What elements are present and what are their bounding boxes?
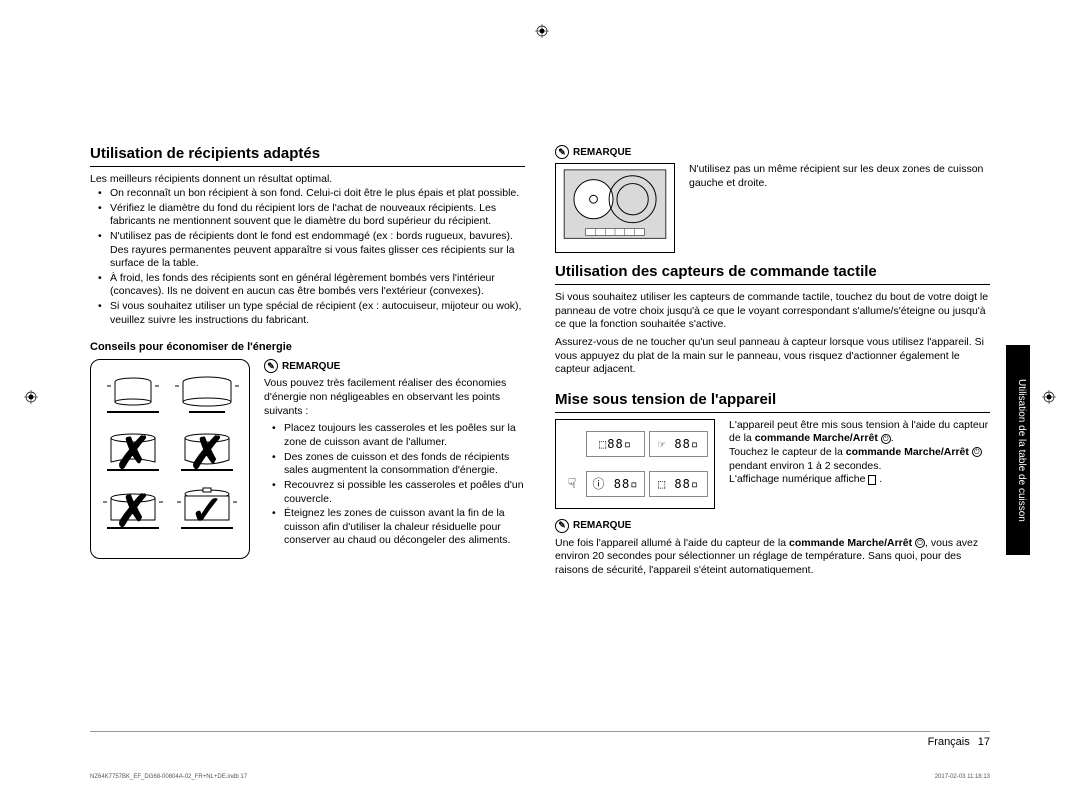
list-item: Vérifiez le diamètre du fond du récipien… bbox=[102, 202, 525, 229]
page-footer: Français 17 bbox=[90, 731, 990, 748]
text: Une fois l'appareil allumé à l'aide du c… bbox=[555, 537, 789, 549]
remarque-label: REMARQUE bbox=[282, 361, 340, 372]
remarque-label: REMARQUE bbox=[573, 520, 631, 531]
heading-touch: Utilisation des capteurs de commande tac… bbox=[555, 263, 990, 285]
x-mark: ✗ bbox=[101, 426, 165, 480]
touch-hand-icon: ☟ bbox=[562, 475, 582, 492]
pot-lid-check: ✓ bbox=[175, 484, 239, 538]
list-item: Éteignez les zones de cuisson avant la f… bbox=[276, 507, 525, 548]
x-mark: ✗ bbox=[101, 484, 165, 538]
note-intro: Vous pouvez très facilement réaliser des… bbox=[264, 377, 525, 418]
note-icon: ✎ bbox=[555, 145, 569, 159]
pot-wide bbox=[175, 368, 239, 422]
heading-recipients: Utilisation de récipients adaptés bbox=[90, 145, 525, 167]
note-icon: ✎ bbox=[264, 359, 278, 373]
subheading-energy: Conseils pour économiser de l'énergie bbox=[90, 341, 525, 353]
page-content: Utilisation de récipients adaptés Les me… bbox=[90, 145, 990, 715]
list-item: N'utilisez pas de récipients dont le fon… bbox=[102, 230, 525, 271]
list-item: On reconnaît un bon récipient à son fond… bbox=[102, 187, 525, 201]
list-item: Si vous souhaitez utiliser un type spéci… bbox=[102, 300, 525, 327]
pot-nolid-x: ✗ bbox=[101, 484, 165, 538]
power-icon: ⏻ bbox=[972, 447, 982, 457]
power-text: L'appareil peut être mis sous tension à … bbox=[729, 419, 990, 509]
remarque-label: REMARQUE bbox=[573, 147, 631, 158]
pots-diagram: ✗ ✗ ✗ ✓ bbox=[90, 359, 250, 559]
energy-tips: ✎ REMARQUE Vous pouvez très facilement ré… bbox=[264, 359, 525, 559]
note-icon: ✎ bbox=[555, 519, 569, 533]
footer-page: 17 bbox=[978, 736, 990, 748]
hob-note-text: N'utilisez pas un même récipient sur les… bbox=[689, 163, 990, 253]
control-panel-diagram: ⬚88▫ ☞ 88▫ ☟ ⓘ 88▫ ⬚ 88▫ bbox=[555, 419, 715, 509]
bold-text: commande Marche/Arrêt bbox=[755, 432, 878, 444]
print-meta: NZ64K7757BK_EF_DG68-00804A-02_FR+NL+DE.i… bbox=[90, 774, 990, 780]
print-file: NZ64K7757BK_EF_DG68-00804A-02_FR+NL+DE.i… bbox=[90, 774, 247, 780]
text: pendant environ 1 à 2 secondes. bbox=[729, 460, 881, 472]
text: L'affichage numérique affiche bbox=[729, 473, 868, 485]
right-column: ✎ REMARQUE N'utilisez pas un même récipie… bbox=[555, 145, 990, 582]
hob-diagram bbox=[555, 163, 675, 253]
crop-top bbox=[535, 24, 549, 38]
list-item: À froid, les fonds des récipients sont e… bbox=[102, 272, 525, 299]
crop-left bbox=[24, 390, 38, 404]
list-item: Placez toujours les casseroles et les po… bbox=[276, 422, 525, 449]
print-date: 2017-02-03 11:18:13 bbox=[935, 774, 990, 780]
check-mark: ✓ bbox=[175, 484, 239, 538]
x-mark: ✗ bbox=[175, 426, 239, 480]
section-tab: Utilisation de la table de cuisson bbox=[1006, 345, 1030, 555]
crop-right bbox=[1042, 390, 1056, 404]
final-note: Une fois l'appareil allumé à l'aide du c… bbox=[555, 537, 990, 578]
touch-p1: Si vous souhaitez utiliser les capteurs … bbox=[555, 291, 990, 332]
power-icon: ⏻ bbox=[915, 538, 925, 548]
list-item: Recouvrez si possible les casseroles et … bbox=[276, 479, 525, 506]
list-item: Des zones de cuisson et des fonds de réc… bbox=[276, 451, 525, 478]
pot-concave-x: ✗ bbox=[101, 426, 165, 480]
heading-power: Mise sous tension de l'appareil bbox=[555, 391, 990, 413]
power-icon: ⏻ bbox=[881, 434, 891, 444]
display-cell: ☞ 88▫ bbox=[649, 431, 708, 457]
text: Touchez le capteur de la bbox=[729, 446, 846, 458]
display-icon bbox=[868, 475, 876, 485]
display-cell: ⬚88▫ bbox=[586, 431, 645, 457]
display-cell: ⬚ 88▫ bbox=[649, 471, 708, 497]
left-column: Utilisation de récipients adaptés Les me… bbox=[90, 145, 525, 582]
footer-lang: Français bbox=[928, 736, 970, 748]
pot-convex-x: ✗ bbox=[175, 426, 239, 480]
bold-text: commande Marche/Arrêt bbox=[789, 537, 912, 549]
touch-p2: Assurez-vous de ne toucher qu'un seul pa… bbox=[555, 336, 990, 377]
intro-text: Les meilleurs récipients donnent un résu… bbox=[90, 173, 525, 185]
bold-text: commande Marche/Arrêt bbox=[846, 446, 969, 458]
display-cell: ⓘ 88▫ bbox=[586, 471, 645, 497]
pot-narrow bbox=[101, 368, 165, 422]
bullet-list: On reconnaît un bon récipient à son fond… bbox=[90, 187, 525, 327]
